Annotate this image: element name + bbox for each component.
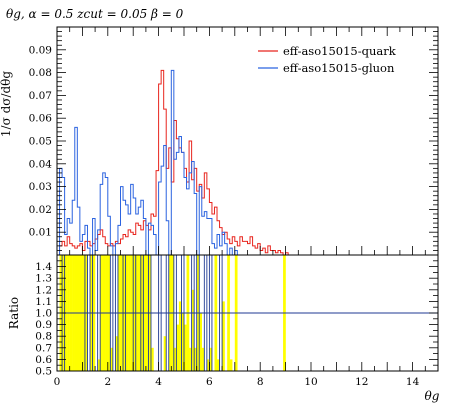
ratio-bar [229, 359, 233, 371]
y-axis-label: 1/σ dσ/dθg [0, 71, 13, 138]
legend: eff-aso15015-quark eff-aso15015-gluon [258, 44, 397, 75]
y-tick-label: 0.01 [29, 227, 52, 239]
ratio-bar [97, 359, 101, 371]
ratio-bar [206, 359, 210, 371]
ratio-bar [199, 313, 202, 371]
histogram-series-layer [57, 69, 289, 256]
ratio-bar [189, 347, 192, 371]
ratio-bar [150, 347, 154, 371]
ratio-bar [222, 301, 225, 371]
y-tick-label: 0.07 [29, 90, 52, 102]
ratio-bar [217, 359, 220, 371]
ratio-band-layer [57, 254, 438, 372]
ratio-bar [181, 313, 185, 371]
ratio-y-tick-label: 0.7 [35, 342, 52, 354]
ratio-bar [201, 347, 205, 371]
ratio-bar [209, 347, 213, 371]
x-tick-label: 4 [155, 376, 162, 388]
y-tick-label: 0.05 [29, 136, 52, 148]
x-tick-label: 6 [206, 376, 213, 388]
x-axis-label: θg [425, 389, 440, 403]
ratio-y-tick-label: 1.1 [35, 296, 52, 308]
histogram-gluon [57, 69, 289, 256]
ratio-bar [115, 336, 119, 371]
ratio-y-tick-label: 0.6 [35, 354, 52, 366]
ratio-y-axis-label: Ratio [7, 297, 21, 329]
y-tick-label: 0.03 [29, 181, 52, 193]
x-tick-label: 14 [406, 376, 420, 388]
plot-title: θg, α = 0.5 zcut = 0.05 β = 0 [6, 7, 184, 21]
axes-layer: 0 2 4 6 8 10 12 14 0.01 0.02 0.03 0.04 0.05 0.06 0.07 0… [29, 26, 439, 388]
ratio-y-tick-label: 1.0 [35, 308, 52, 320]
y-tick-label: 0.06 [29, 113, 53, 125]
ratio-y-tick-label: 0.5 [35, 366, 52, 378]
x-tick-label: 10 [304, 376, 317, 388]
y-tick-label: 0.08 [29, 67, 52, 79]
ratio-bar [163, 336, 167, 371]
ratio-bar [176, 324, 180, 371]
ratio-y-tick-label: 1.3 [35, 273, 52, 285]
y-tick-label: 0.09 [29, 44, 52, 56]
y-tick-label: 0.02 [29, 204, 52, 216]
ratio-y-tick-label: 1.4 [35, 261, 52, 273]
histogram-quark [57, 69, 289, 256]
legend-label-gluon: eff-aso15015-gluon [283, 61, 395, 75]
ratio-bar [184, 324, 187, 371]
x-tick-label: 0 [54, 376, 61, 388]
y-tick-label: 0.04 [29, 158, 53, 170]
x-tick-label: 12 [355, 376, 368, 388]
ratio-bar [173, 347, 177, 371]
x-tick-label: 8 [257, 376, 264, 388]
ratio-y-tick-label: 0.8 [35, 331, 52, 343]
ratio-bar [110, 347, 114, 371]
ratio-y-tick-label: 1.2 [35, 284, 52, 296]
x-tick-label: 2 [104, 376, 111, 388]
ratio-bar [194, 347, 197, 371]
ratio-bar [178, 301, 182, 371]
ratio-bar [191, 289, 195, 371]
ratio-y-tick-label: 0.9 [35, 319, 52, 331]
legend-label-quark: eff-aso15015-quark [283, 44, 397, 58]
